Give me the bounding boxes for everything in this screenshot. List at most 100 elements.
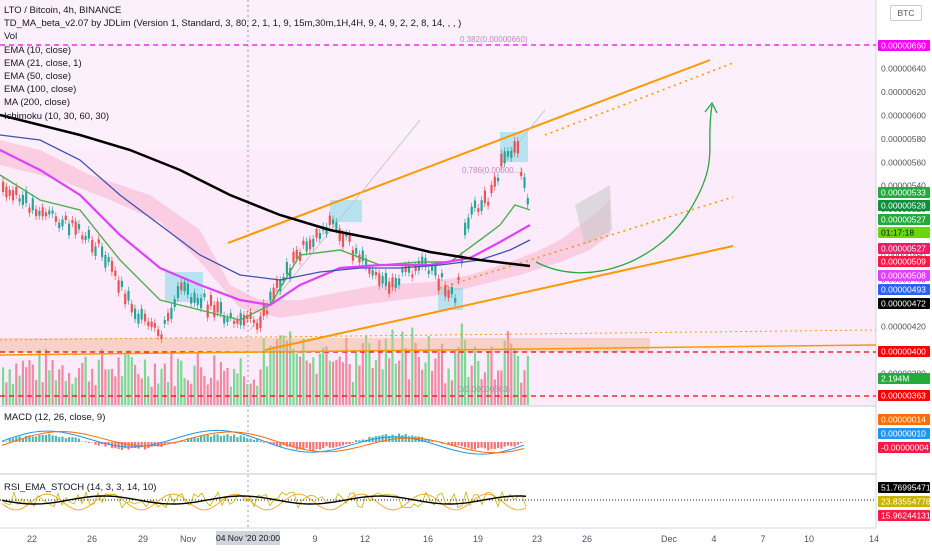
volume-bar	[312, 357, 314, 405]
macd-bar	[233, 435, 235, 442]
volume-bar	[144, 360, 146, 405]
candle-body	[52, 211, 54, 214]
volume-bar	[180, 361, 182, 405]
macd-bar	[477, 442, 479, 448]
volume-bar	[434, 358, 436, 405]
macd-bar	[61, 437, 63, 442]
macd-bar	[85, 441, 87, 442]
volume-bar	[35, 380, 37, 405]
price-label-text: 0.00000472	[881, 299, 926, 309]
candle-body	[45, 212, 47, 216]
macd-bar	[332, 442, 334, 448]
macd-value-label: 0.00000010	[878, 428, 930, 439]
indicator-td-ma[interactable]: TD_MA_beta_v2.07 by JDLim (Version 1, St…	[4, 17, 461, 30]
volume-bar	[322, 348, 324, 405]
macd-bar	[253, 440, 255, 442]
time-tick-label: 9	[312, 534, 317, 544]
candle-body	[464, 223, 466, 235]
macd-bar	[319, 442, 321, 450]
volume-bar	[523, 370, 525, 405]
candle-body	[19, 198, 21, 201]
macd-bar	[197, 438, 199, 442]
time-tick-label: Nov	[180, 534, 197, 544]
volume-bar	[5, 382, 7, 405]
pane-separator	[0, 473, 876, 475]
time-tick-label: 19	[473, 534, 483, 544]
volume-bar	[431, 371, 433, 405]
indicator-ema100[interactable]: EMA (100, close)	[4, 83, 461, 96]
symbol-title[interactable]: LTO / Bitcoin, 4h, BINANCE	[4, 4, 461, 17]
candle-body	[164, 320, 166, 324]
volume-bar	[190, 384, 192, 405]
price-label-text: 01:17:18	[881, 228, 914, 238]
volume-bar	[137, 374, 139, 405]
candle-body	[85, 236, 87, 240]
macd-value-label: 0.00000014	[878, 414, 930, 425]
indicator-ema50[interactable]: EMA (50, close)	[4, 70, 461, 83]
volume-bar	[487, 351, 489, 405]
candle-body	[329, 216, 331, 225]
candle-body	[517, 141, 519, 153]
volume-bar	[75, 377, 77, 405]
volume-bar	[316, 374, 318, 405]
currency-badge[interactable]: BTC	[890, 5, 922, 21]
time-tick-label: Dec	[661, 534, 678, 544]
candle-body	[28, 208, 30, 213]
macd-bar	[487, 442, 489, 450]
volume-bar	[9, 369, 11, 405]
indicator-vol[interactable]: Vol	[4, 30, 461, 43]
volume-bar	[527, 356, 529, 405]
indicator-ichimoku[interactable]: Ichimoku (10, 30, 60, 30)	[4, 110, 461, 123]
candle-body	[401, 268, 403, 272]
candle-body	[448, 290, 450, 298]
candle-body	[32, 198, 34, 210]
candle-body	[101, 247, 103, 258]
candle-body	[395, 278, 397, 288]
rsi-value-label-text: 51.76995471	[881, 483, 931, 493]
candle-body	[434, 265, 436, 275]
macd-bar	[127, 442, 129, 450]
candle-body	[276, 280, 278, 288]
indicator-ma200[interactable]: MA (200, close)	[4, 96, 461, 109]
rsi-pane-label[interactable]: RSI_EMA_STOCH (14, 3, 3, 14, 10)	[4, 482, 156, 493]
candle-body	[405, 266, 407, 273]
price-label-text: 0.00000533	[881, 188, 926, 198]
macd-value-label-text: 0.00000014	[881, 415, 926, 425]
candle-body	[253, 320, 255, 323]
macd-bar	[250, 438, 252, 442]
volume-bar	[207, 384, 209, 405]
candle-body	[296, 250, 298, 259]
macd-bar	[226, 434, 228, 442]
volume-bar	[454, 350, 456, 405]
volume-bar	[398, 361, 400, 405]
candle-body	[217, 301, 219, 312]
price-label-text: 0.00000527	[881, 244, 926, 254]
volume-bar	[167, 382, 169, 405]
price-label: 0.00000363	[878, 390, 930, 401]
indicator-ema10[interactable]: EMA (10, close)	[4, 44, 461, 57]
macd-bar	[312, 442, 314, 450]
macd-pane-label[interactable]: MACD (12, 26, close, 9)	[4, 412, 105, 423]
macd-bar	[457, 442, 459, 445]
volume-bar	[170, 351, 172, 405]
indicator-ema21[interactable]: EMA (21, close, 1)	[4, 57, 461, 70]
volume-bar	[448, 369, 450, 405]
volume-bar	[118, 357, 120, 405]
macd-bar	[345, 442, 347, 444]
macd-bar	[497, 442, 499, 448]
volume-bar	[32, 365, 34, 405]
candle-body	[477, 208, 479, 212]
time-tick-label: 12	[360, 534, 370, 544]
macd-bar	[5, 441, 7, 442]
volume-bar	[12, 384, 14, 405]
price-label: 2.194M	[878, 373, 930, 384]
price-label-text: 0.00000363	[881, 391, 926, 401]
volume-bar	[94, 385, 96, 405]
macd-bar	[500, 442, 502, 449]
macd-bar	[467, 442, 469, 448]
volume-bar	[134, 365, 136, 405]
candle-body	[190, 297, 192, 304]
volume-bar	[246, 384, 248, 405]
price-label: 0.00000660	[878, 40, 930, 51]
